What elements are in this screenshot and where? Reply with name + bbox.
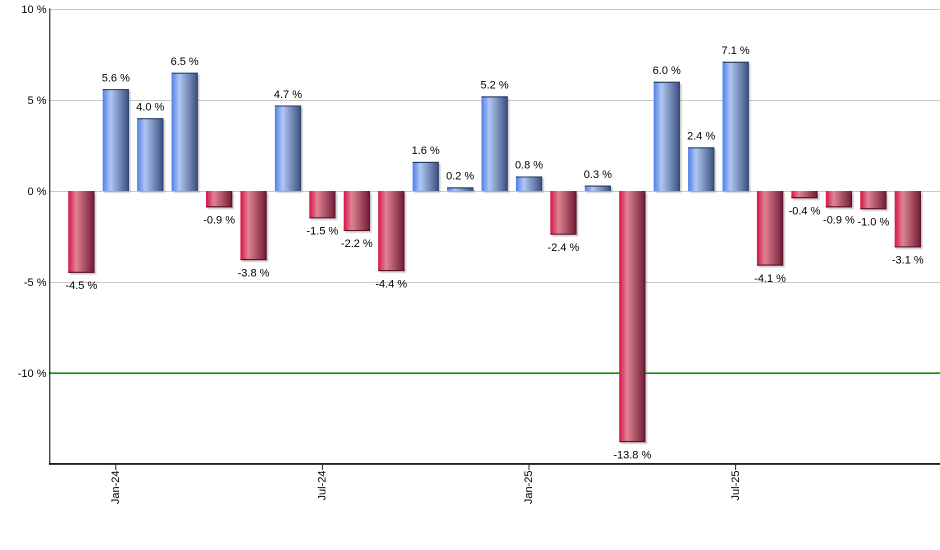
svg-text:Jul-25: Jul-25	[730, 471, 742, 501]
svg-text:-4.4 %: -4.4 %	[375, 278, 407, 290]
svg-text:0 %: 0 %	[28, 186, 47, 198]
svg-text:Jan-24: Jan-24	[110, 471, 122, 505]
svg-text:0.8 %: 0.8 %	[515, 160, 543, 172]
svg-text:-3.8 %: -3.8 %	[238, 267, 270, 279]
svg-text:4.7 %: 4.7 %	[274, 89, 302, 101]
svg-text:5 %: 5 %	[28, 95, 47, 107]
svg-text:-5 %: -5 %	[24, 277, 47, 289]
svg-text:2.4 %: 2.4 %	[687, 131, 715, 143]
svg-text:6.0 %: 6.0 %	[653, 65, 681, 77]
svg-text:7.1 %: 7.1 %	[722, 45, 750, 57]
svg-text:-0.9 %: -0.9 %	[823, 215, 855, 227]
svg-text:-0.9 %: -0.9 %	[203, 215, 235, 227]
svg-text:-4.1 %: -4.1 %	[754, 273, 786, 285]
svg-text:5.2 %: 5.2 %	[480, 80, 508, 92]
svg-text:6.5 %: 6.5 %	[171, 56, 199, 68]
svg-text:0.2 %: 0.2 %	[446, 171, 474, 183]
svg-text:5.6 %: 5.6 %	[102, 72, 130, 84]
svg-text:-13.8 %: -13.8 %	[613, 449, 651, 461]
svg-text:1.6 %: 1.6 %	[412, 145, 440, 157]
svg-text:-4.5 %: -4.5 %	[65, 280, 97, 292]
svg-text:-3.1 %: -3.1 %	[892, 255, 924, 267]
svg-text:-2.2 %: -2.2 %	[341, 238, 373, 250]
svg-text:-2.4 %: -2.4 %	[548, 242, 580, 254]
svg-text:10 %: 10 %	[21, 4, 46, 16]
svg-text:-1.0 %: -1.0 %	[857, 216, 889, 228]
svg-text:0.3 %: 0.3 %	[584, 169, 612, 181]
svg-text:-0.4 %: -0.4 %	[789, 205, 821, 217]
svg-text:Jul-24: Jul-24	[317, 471, 329, 501]
svg-text:4.0 %: 4.0 %	[136, 102, 164, 114]
svg-text:Jan-25: Jan-25	[523, 471, 535, 505]
svg-text:-1.5 %: -1.5 %	[307, 226, 339, 238]
svg-text:-10 %: -10 %	[18, 368, 47, 380]
